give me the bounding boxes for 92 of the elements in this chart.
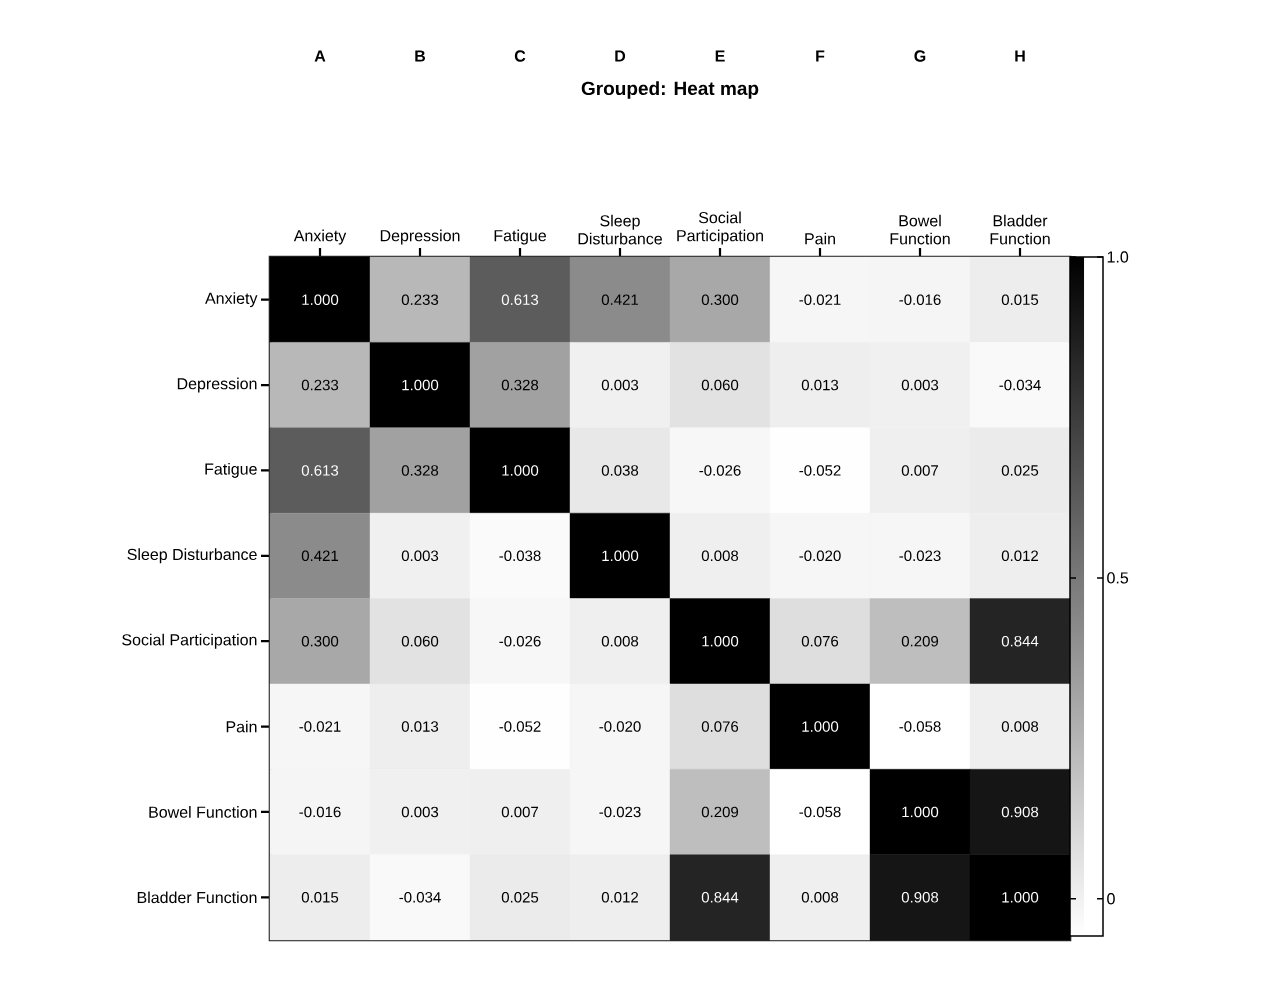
y-tick-label: Social Participation [122, 633, 257, 649]
data-label: 0.908 [1001, 806, 1039, 818]
data-label: 0.008 [801, 892, 839, 903]
x-tick-label: Anxiety [293, 229, 347, 245]
data-label: 0.038 [601, 465, 639, 476]
data-label: -0.034 [399, 892, 441, 903]
data-label: 0.013 [401, 721, 439, 732]
data-label: 0.008 [701, 550, 739, 562]
data-label: 0.008 [1001, 721, 1039, 732]
text: B [415, 50, 426, 62]
data-label: -0.052 [499, 721, 541, 732]
y-tick-label: Pain [226, 720, 257, 733]
text: G [914, 50, 926, 62]
data-label: 0.003 [901, 379, 939, 391]
data-label: 0.421 [601, 294, 639, 305]
data-label: 0.421 [301, 550, 339, 562]
data-label: -0.016 [899, 294, 941, 305]
data-label: 0.012 [1001, 550, 1039, 562]
data-label: 0.003 [401, 550, 439, 562]
data-label: -0.038 [499, 550, 541, 562]
data-label: 0.233 [301, 379, 339, 391]
data-label: 0.008 [601, 635, 639, 647]
color-bar-label: 0.5 [1107, 572, 1129, 584]
data-label: 0.007 [901, 465, 939, 476]
data-label: 0.003 [401, 806, 439, 818]
y-tick-label: Bowel Function [149, 806, 257, 818]
text: C [514, 50, 526, 62]
data-label: 0.908 [901, 892, 939, 903]
data-label: -0.020 [799, 550, 841, 562]
data-label: -0.058 [899, 721, 941, 732]
x-tick-label: Pain [805, 232, 835, 245]
data-label: 1.000 [902, 806, 939, 818]
data-label: 0.209 [701, 806, 739, 818]
data-label: 0.300 [701, 294, 739, 305]
data-label: 1.000 [402, 379, 439, 391]
data-label: 0.015 [301, 892, 339, 903]
data-label: 0.060 [401, 635, 439, 647]
data-label: -0.026 [499, 635, 541, 647]
data-label: 1.000 [702, 635, 739, 647]
data-label: -0.052 [799, 465, 841, 476]
data-label: 0.076 [701, 721, 739, 732]
y-tick-label: Bladder Function [137, 891, 257, 904]
data-label: -0.016 [299, 806, 341, 818]
data-label: 0.003 [601, 379, 639, 391]
y-tick-label: Depression [177, 377, 257, 393]
chart-title: Grouped: Heat map [581, 81, 759, 99]
x-tick-label: Fatigue [494, 229, 546, 245]
data-label: 0.209 [901, 635, 939, 647]
data-label: -0.023 [899, 550, 941, 562]
data-label: -0.021 [799, 294, 841, 305]
data-label: 1.000 [602, 550, 639, 562]
data-label: 1.000 [802, 721, 839, 732]
data-label: 0.076 [801, 635, 839, 647]
data-label: -0.058 [799, 806, 841, 818]
data-label: -0.026 [699, 465, 741, 476]
data-label: 0.025 [501, 892, 539, 903]
text: D [615, 50, 626, 62]
x-tick-label: Sleep Disturbance [578, 214, 662, 245]
x-tick-label: Bowel Function [890, 214, 950, 245]
data-label: 0.328 [401, 465, 439, 476]
y-tick-label: Anxiety [205, 292, 258, 308]
x-tick-label: Bladder Function [990, 214, 1050, 245]
data-label: -0.023 [599, 806, 641, 818]
data-label: 0.013 [801, 379, 839, 391]
data-label: 0.007 [501, 806, 539, 818]
x-tick-label: Social Participation [677, 211, 763, 245]
data-label: 0.844 [1001, 635, 1039, 647]
data-label: 0.233 [401, 294, 439, 305]
text: E [715, 50, 725, 62]
data-label: -0.034 [999, 379, 1041, 391]
text: H [1015, 50, 1025, 62]
color-bar-label: 1.0 [1107, 251, 1129, 263]
data-label: 0.025 [1001, 465, 1039, 476]
y-tick-label: Fatigue [205, 462, 257, 478]
data-label: 1.000 [502, 465, 539, 476]
data-label: 0.328 [501, 379, 539, 391]
data-label: 0.060 [701, 379, 739, 391]
data-label: -0.020 [599, 721, 641, 732]
data-label: 0.613 [301, 465, 339, 476]
data-label: 1.000 [1002, 892, 1039, 903]
text: F [816, 50, 825, 62]
data-label: 0.015 [1001, 294, 1039, 305]
data-label: 0.613 [501, 294, 539, 305]
text: A [314, 50, 326, 62]
color-bar-label: 0 [1107, 893, 1115, 905]
data-label: 1.000 [302, 294, 339, 305]
data-label: 0.844 [701, 892, 739, 903]
data-label: 0.012 [601, 892, 639, 903]
data-label: 0.300 [301, 635, 339, 647]
y-tick-label: Sleep Disturbance [127, 548, 257, 564]
data-label: -0.021 [299, 721, 341, 732]
x-tick-label: Depression [380, 229, 460, 245]
